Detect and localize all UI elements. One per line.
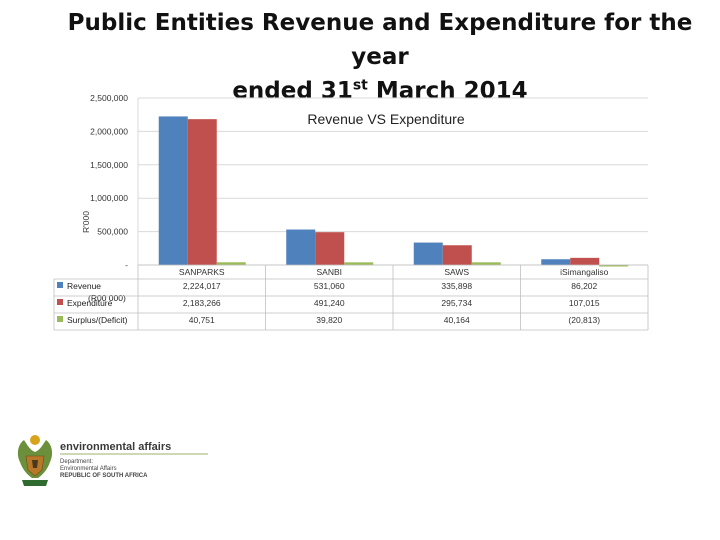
table-cell: 491,240	[314, 298, 345, 308]
table-cell: 335,898	[441, 281, 472, 291]
category-label: SAWS	[444, 267, 469, 277]
coat-of-arms-icon	[17, 435, 53, 486]
logo-dept-name: Environmental Affairs	[60, 466, 117, 472]
table-cell: 40,164	[444, 315, 470, 325]
legend-label: Revenue	[67, 281, 101, 291]
y-tick-label: -	[125, 260, 128, 270]
legend-swatch	[57, 316, 63, 322]
logo-country: REPUBLIC OF SOUTH AFRICA	[60, 473, 148, 479]
legend-swatch	[57, 282, 63, 288]
y-tick-label: 2,500,000	[90, 93, 128, 103]
category-label: SANBI	[316, 267, 342, 277]
logo-department: Department:	[60, 459, 93, 465]
bar-surplus-deficit-sanparks	[216, 262, 246, 265]
table-cell: 107,015	[569, 298, 600, 308]
y-axis-ticks: - 500,000 1,000,000 1,500,000 2,000,000 2,500…	[90, 93, 128, 270]
bar-surplus-deficit-isimangaliso	[599, 265, 629, 267]
table-cell: 86,202	[571, 281, 597, 291]
table-cell: 2,224,017	[183, 281, 221, 291]
y-tick-label: 2,000,000	[90, 126, 128, 136]
table-cell: 2,183,266	[183, 298, 221, 308]
chart-title: Revenue VS Expenditure	[307, 111, 464, 127]
table-cell: 295,734	[441, 298, 472, 308]
unit-note: (R00 000)	[88, 293, 126, 303]
bar-revenue-sanparks	[158, 116, 188, 265]
slide-title: Public Entities Revenue and Expenditure …	[40, 6, 720, 108]
bar-expenditure-saws	[442, 245, 472, 265]
logo-title: environmental affairs	[60, 441, 171, 453]
legend-label: Surplus/(Deficit)	[67, 315, 128, 325]
table-cell: 40,751	[189, 315, 215, 325]
legend-label: Expenditure	[67, 298, 113, 308]
bars	[158, 116, 629, 267]
category-label: SANPARKS	[179, 267, 225, 277]
table-cell: 531,060	[314, 281, 345, 291]
bar-revenue-isimangaliso	[541, 259, 571, 265]
bar-revenue-sanbi	[286, 229, 316, 265]
category-label: iSimangaliso	[560, 267, 608, 277]
environmental-affairs-logo: environmental affairs Department: Enviro…	[17, 435, 208, 486]
slide-title-line2-post: March 2014	[367, 78, 528, 104]
bar-surplus-deficit-saws	[471, 262, 501, 265]
y-axis-label: R'000	[81, 211, 91, 233]
slide-title-line2-pre: ended 31	[232, 78, 353, 104]
slide-title-line1: Public Entities Revenue and Expenditure …	[67, 10, 693, 70]
bar-expenditure-sanparks	[187, 119, 217, 265]
slide-title-superscript: st	[352, 77, 368, 94]
data-table: SANPARKS SANBI SAWS iSimangaliso Revenue 2,22…	[53, 264, 649, 331]
slide-title-line2: ended 31st March 2014	[40, 74, 720, 108]
bar-expenditure-isimangaliso	[570, 257, 600, 265]
y-tick-label: 500,000	[97, 227, 128, 237]
bar-surplus-deficit-sanbi	[344, 262, 374, 265]
y-tick-label: 1,500,000	[90, 160, 128, 170]
bar-revenue-saws	[413, 242, 443, 265]
legend-swatch	[57, 299, 63, 305]
bar-expenditure-sanbi	[315, 232, 345, 265]
y-tick-label: 1,000,000	[90, 193, 128, 203]
table-cell: 39,820	[316, 315, 342, 325]
table-cell: (20,813)	[568, 315, 600, 325]
